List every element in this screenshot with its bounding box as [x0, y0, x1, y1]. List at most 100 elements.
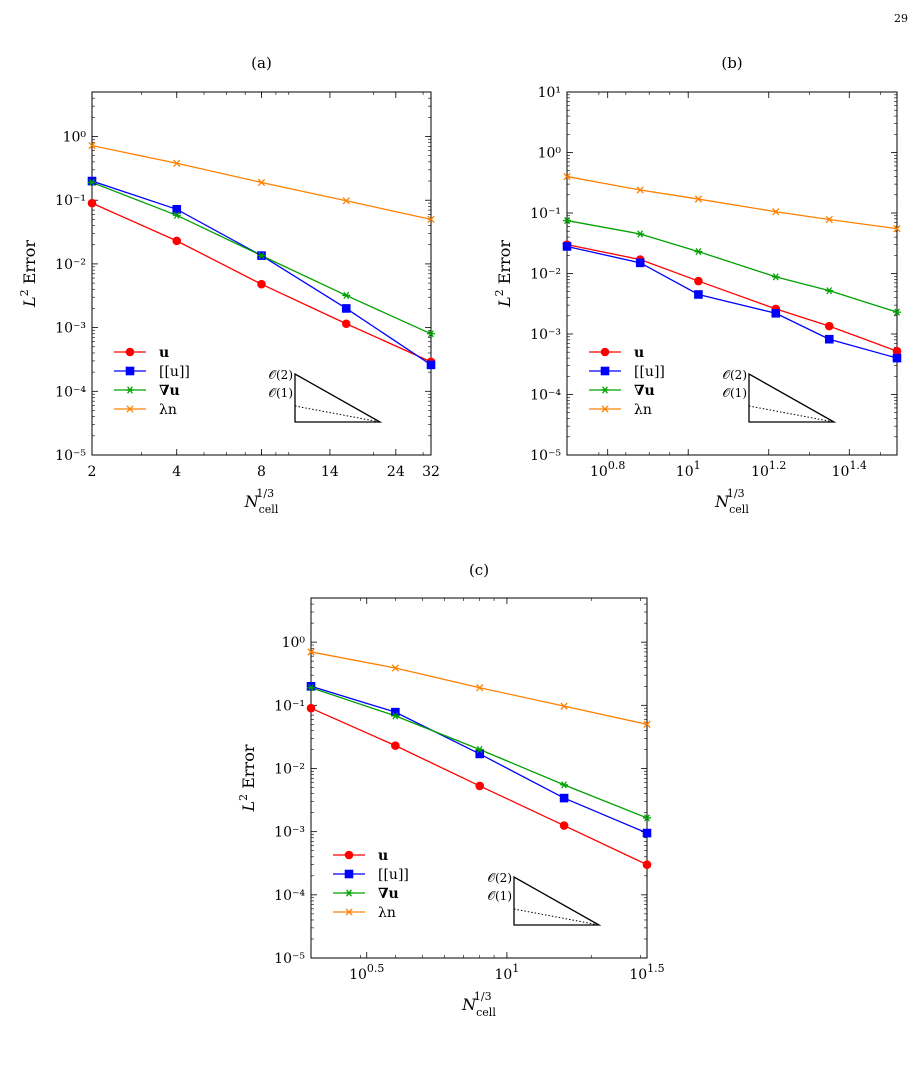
- legend-label: u: [378, 848, 388, 864]
- marker-circle: [600, 347, 610, 357]
- marker-cross: [476, 684, 484, 692]
- legend-label: λn: [378, 905, 396, 921]
- legend-label: u: [634, 345, 644, 361]
- x-tick-label: 14: [321, 464, 339, 480]
- y-axis-label: L2 Error: [493, 240, 514, 308]
- x-tick-label: 101: [494, 962, 519, 983]
- y-tick-label: 10⁰: [63, 130, 87, 146]
- order-1-label: 𝒪(1): [722, 386, 747, 400]
- marker-layer: [306, 648, 652, 869]
- marker-star: [893, 308, 901, 316]
- marker-circle: [642, 860, 652, 869]
- y-tick-label: 10⁻¹: [530, 206, 561, 222]
- marker-circle: [125, 347, 135, 357]
- axes-frame: [566, 91, 898, 456]
- marker-circle: [341, 319, 351, 329]
- marker-layer: [562, 172, 902, 363]
- marker-star: [694, 248, 703, 256]
- marker-square: [562, 242, 572, 251]
- marker-star: [126, 386, 134, 394]
- marker-square: [694, 290, 703, 299]
- marker-cross: [563, 172, 571, 181]
- marker-square: [475, 749, 485, 759]
- chart-title: (a): [251, 54, 272, 72]
- marker-circle: [87, 198, 97, 208]
- order-triangle: [294, 372, 383, 423]
- y-tick-label: 10⁻²: [530, 267, 561, 283]
- y-tick-label: 10⁻⁴: [55, 384, 86, 400]
- marker-circle: [391, 741, 400, 750]
- x-axis-label: Ncell1/3: [714, 487, 749, 516]
- order-triangle: [748, 372, 837, 423]
- marker-square: [559, 793, 569, 803]
- order-2-label: 𝒪(2): [722, 368, 747, 382]
- marker-star: [643, 814, 651, 822]
- x-tick-label: 4: [172, 464, 181, 480]
- marker-star: [342, 291, 351, 300]
- order-1-slope: [294, 405, 381, 423]
- y-tick-label: 10⁻⁵: [55, 448, 86, 464]
- marker-square: [892, 353, 902, 363]
- marker-cross: [88, 141, 96, 150]
- marker-circle: [172, 236, 182, 246]
- marker-cross: [601, 405, 609, 413]
- marker-square: [824, 334, 834, 344]
- marker-circle: [475, 781, 485, 791]
- chart-panel-2: (c) 10⁻⁵ 10⁻⁴ 10⁻³ 10⁻² 10⁻¹ 10⁰ 100.5 101 101.5 N…: [237, 561, 665, 1019]
- y-tick-label: 10⁻⁵: [530, 448, 561, 464]
- axes-frame: [91, 91, 432, 456]
- y-tick-label: 10¹: [538, 85, 561, 101]
- marker-star: [307, 684, 315, 692]
- marker-layer: [87, 141, 436, 370]
- marker-cross: [643, 720, 651, 728]
- marker-circle: [344, 850, 354, 860]
- marker-cross: [427, 215, 435, 224]
- order-1-slope: [748, 405, 835, 423]
- y-axis-label: L2 Error: [18, 240, 39, 308]
- legend-label: ∇u: [634, 383, 655, 399]
- legend-label: u: [159, 345, 169, 361]
- x-tick-label: 101.4: [832, 459, 867, 480]
- marker-cross: [173, 159, 181, 167]
- y-tick-label: 10⁰: [538, 146, 562, 162]
- y-tick-label: 10⁻³: [274, 825, 305, 841]
- legend-label: ∇u: [159, 383, 180, 399]
- marker-square: [306, 682, 316, 691]
- order-2-label: 𝒪(2): [268, 368, 293, 382]
- marker-star: [345, 889, 353, 897]
- order-1-label: 𝒪(1): [487, 889, 512, 903]
- x-axis-label: Ncell1/3: [461, 990, 496, 1019]
- x-axis-label: Ncell1/3: [244, 487, 279, 516]
- marker-star: [475, 745, 484, 754]
- x-tick-label: 101.5: [629, 962, 664, 983]
- x-tick-label: 8: [257, 464, 266, 480]
- axes-frame: [310, 597, 648, 959]
- marker-square: [771, 308, 781, 318]
- legend-label: [[u]]: [378, 867, 409, 883]
- y-tick-label: 10⁻⁴: [530, 388, 561, 404]
- marker-star: [391, 712, 400, 720]
- data-layer: [567, 175, 897, 359]
- series-line-2: [567, 219, 897, 313]
- marker-square: [172, 205, 182, 214]
- marker-square: [125, 366, 135, 376]
- marker-square: [344, 869, 354, 879]
- y-tick-label: 10⁻²: [55, 257, 86, 273]
- x-tick-label: 100.5: [349, 962, 384, 983]
- marker-star: [636, 230, 645, 238]
- marker-cross: [636, 186, 644, 194]
- marker-cross: [342, 197, 350, 205]
- x-tick-label: 101: [676, 459, 701, 480]
- marker-cross: [391, 664, 400, 672]
- marker-cross: [257, 178, 266, 187]
- marker-star: [257, 252, 266, 260]
- marker-square: [391, 707, 400, 717]
- order-2-label: 𝒪(2): [487, 871, 512, 885]
- marker-cross: [307, 648, 315, 656]
- marker-square: [600, 366, 610, 376]
- series-line-0: [567, 243, 897, 352]
- marker-circle: [306, 703, 316, 713]
- y-axis-label: L2 Error: [237, 744, 258, 812]
